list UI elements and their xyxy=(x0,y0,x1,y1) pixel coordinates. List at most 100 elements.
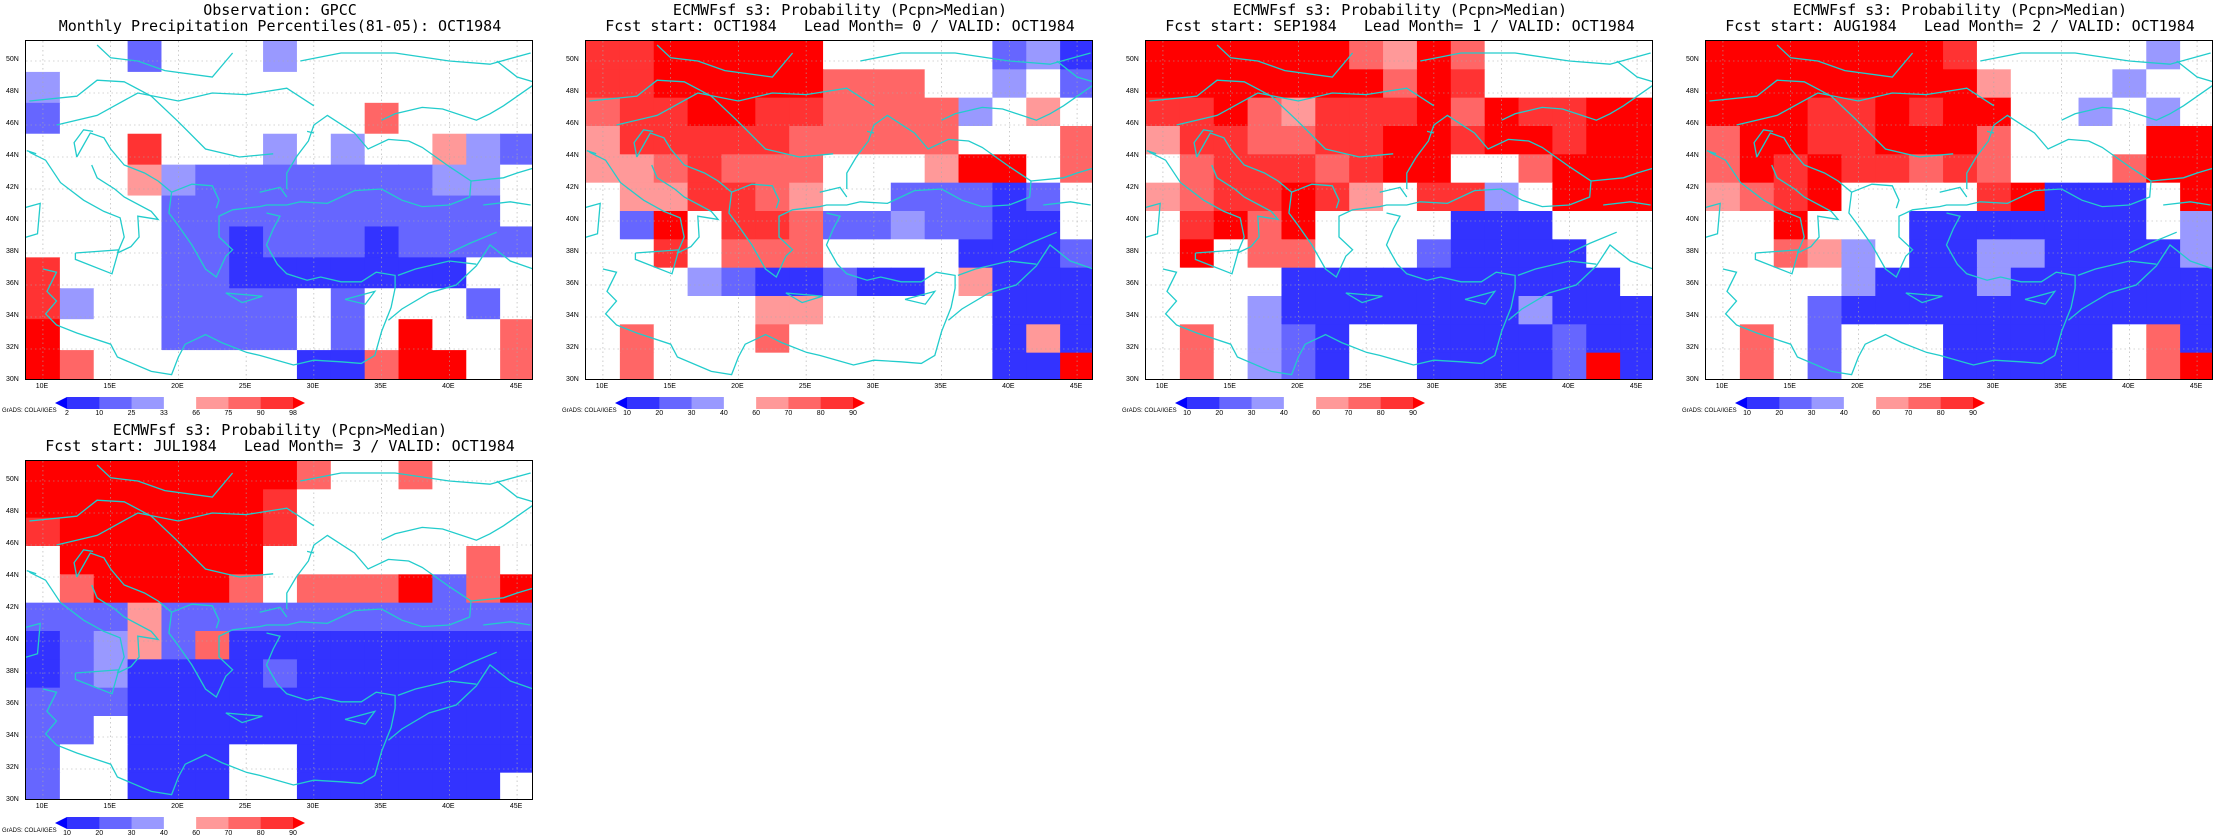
heatmap-cell xyxy=(195,164,230,197)
heatmap-cell xyxy=(586,41,621,70)
coastline xyxy=(1146,202,1161,238)
heatmap-cell xyxy=(721,41,756,70)
coastline xyxy=(300,52,531,65)
heatmap-cell xyxy=(161,546,196,575)
lon-tick-label: 35E xyxy=(1494,383,1507,390)
heatmap-cell xyxy=(1484,182,1520,212)
colorbar-label: 30 xyxy=(1247,410,1256,417)
heatmap-cell xyxy=(1943,126,1978,155)
heatmap-cell xyxy=(1484,352,1520,379)
lat-tick-label: 42N xyxy=(1686,184,1699,191)
lon-tick-label: 20E xyxy=(171,383,184,390)
heatmap-cell xyxy=(958,69,993,99)
heatmap-cell xyxy=(924,97,960,127)
heatmap-cell xyxy=(93,517,129,547)
heatmap-cell xyxy=(890,352,926,379)
coastline xyxy=(1211,164,1280,254)
heatmap-cell xyxy=(127,716,163,745)
heatmap-cell xyxy=(229,631,264,660)
heatmap-cell xyxy=(127,195,163,228)
panel-title: ECMWFsf s3: Probability (Pcpn>Median) xyxy=(112,421,448,439)
heatmap-cell xyxy=(586,296,621,325)
lat-tick-label: 46N xyxy=(6,120,19,127)
lon-tick-label: 35E xyxy=(374,383,387,390)
heatmap-cell xyxy=(1739,296,1775,325)
heatmap-cell xyxy=(1383,97,1418,127)
heatmap-cell xyxy=(195,102,230,135)
heatmap-cell xyxy=(619,352,655,379)
grads-credit: GrADS: COLA/IGES xyxy=(1682,408,1737,414)
heatmap-cell xyxy=(263,164,298,197)
coastline xyxy=(634,249,680,275)
colorbar-label: 90 xyxy=(289,830,297,837)
lon-tick-label: 25E xyxy=(238,803,252,810)
heatmap-cell xyxy=(1586,41,1621,70)
heatmap-cell xyxy=(1841,154,1876,184)
heatmap-cell xyxy=(2010,97,2046,127)
heatmap-cell xyxy=(1315,97,1350,127)
heatmap-cell xyxy=(466,716,501,745)
heatmap-cell xyxy=(127,319,163,351)
coastline xyxy=(26,202,41,238)
heatmap-cell xyxy=(2044,182,2080,212)
heatmap-cell xyxy=(26,319,61,351)
heatmap-cell xyxy=(1943,154,1978,184)
heatmap-cell xyxy=(1620,267,1652,297)
heatmap-cell xyxy=(26,489,61,519)
heatmap-cell xyxy=(432,517,467,547)
heatmap-cell xyxy=(364,164,400,197)
coastline xyxy=(259,186,288,198)
heatmap-cell xyxy=(823,267,858,297)
grads-credit: GrADS: COLA/IGES xyxy=(562,408,617,414)
heatmap-cell xyxy=(229,257,264,289)
heatmap-cell xyxy=(823,211,858,240)
heatmap-cell xyxy=(229,102,264,135)
heatmap-cell xyxy=(823,239,858,269)
heatmap-cell xyxy=(330,517,366,547)
heatmap-cell xyxy=(1706,126,1741,155)
heatmap-cell xyxy=(398,489,433,519)
heatmap-cell xyxy=(59,41,95,73)
heatmap-cell xyxy=(2078,239,2113,269)
heatmap-cell xyxy=(1552,41,1587,70)
heatmap-cell xyxy=(500,546,532,575)
heatmap-cell xyxy=(1179,296,1215,325)
heatmap-cell xyxy=(653,267,689,297)
heatmap-cell xyxy=(432,631,467,660)
lon-tick-label: 10E xyxy=(35,803,49,810)
heatmap-cell xyxy=(1349,41,1384,70)
heatmap-cell xyxy=(26,102,61,135)
lat-tick-label: 36N xyxy=(1686,280,1699,287)
coastline xyxy=(602,268,807,376)
colorbar-segment xyxy=(1219,397,1253,409)
heatmap-cell xyxy=(330,631,366,660)
heatmap-cell xyxy=(2044,267,2080,297)
heatmap-cell xyxy=(364,195,400,228)
colorbar-segment xyxy=(293,817,305,829)
heatmap-cell xyxy=(1383,296,1418,325)
heatmap-cell xyxy=(364,41,400,73)
colorbar-segment xyxy=(131,817,165,829)
heatmap-cell xyxy=(2078,324,2113,354)
heatmap-cell xyxy=(263,517,298,547)
heatmap-cell xyxy=(330,489,366,519)
colorbar-label: 60 xyxy=(1312,410,1321,417)
heatmap-cell xyxy=(432,687,467,717)
heatmap-cell xyxy=(398,41,433,73)
heatmap-cell xyxy=(59,687,95,717)
heatmap-cell xyxy=(93,164,129,197)
coastline xyxy=(1464,290,1497,305)
heatmap-cell xyxy=(466,602,501,632)
heatmap-cell xyxy=(2044,211,2080,240)
lat-tick-label: 38N xyxy=(1126,248,1139,255)
heatmap-cell xyxy=(466,461,501,490)
heatmap-cell xyxy=(924,41,960,70)
heatmap-cell xyxy=(823,324,858,354)
heatmap-cell xyxy=(1773,267,1809,297)
heatmap-cell xyxy=(823,97,858,127)
heatmap-cell xyxy=(1552,267,1587,297)
heatmap-cell xyxy=(330,102,366,135)
heatmap-cell xyxy=(1416,182,1452,212)
colorbar-segment xyxy=(659,397,693,409)
heatmap-cell xyxy=(1807,324,1843,354)
